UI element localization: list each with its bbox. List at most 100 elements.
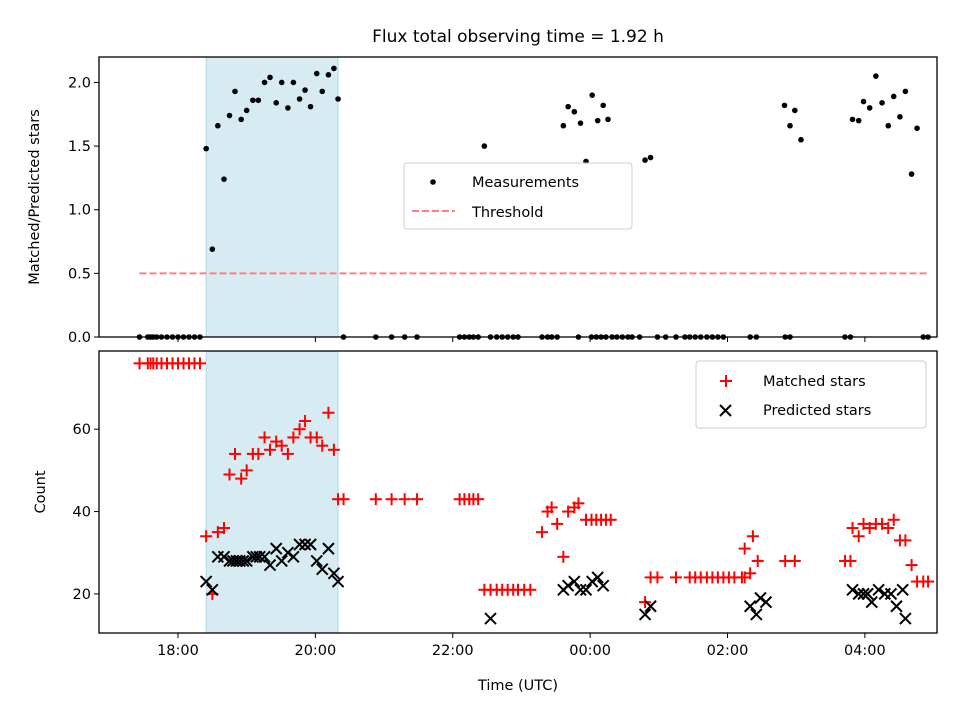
matched-star-point <box>287 431 300 444</box>
matched-star-point <box>310 431 323 444</box>
y-tick-label: 0.5 <box>68 266 91 282</box>
x-stroke-b <box>861 587 874 601</box>
matched-star-point <box>369 493 382 506</box>
y-axis-ticks: 20 40 60 <box>73 422 99 603</box>
legend: Matched stars Predicted stars <box>695 360 927 429</box>
predicted-star-point <box>258 550 271 564</box>
x-stroke-b <box>293 538 306 551</box>
predicted-star-point <box>322 542 335 555</box>
matched-star-point <box>844 554 857 567</box>
measurement-point <box>860 98 867 105</box>
measurement-point <box>238 116 244 123</box>
measurement-point <box>209 246 216 252</box>
matched-star-point <box>876 517 889 530</box>
matched-star-point <box>200 530 213 543</box>
matched-star-point <box>299 414 312 427</box>
predicted-star-point <box>861 587 874 601</box>
x-tick-label: 04:00 <box>844 643 886 659</box>
measurement-point <box>647 154 654 161</box>
predicted-star-point <box>759 595 773 609</box>
shaded-interval <box>205 56 339 338</box>
plot-frame <box>98 350 938 634</box>
x-stroke-b <box>890 600 903 613</box>
matched-star-point <box>562 505 575 518</box>
measurement-point <box>215 122 221 129</box>
matched-star-point <box>229 447 242 460</box>
x-tick-label: 02:00 <box>707 643 749 659</box>
matched-star-point <box>293 423 306 436</box>
x-stroke-b <box>644 600 657 613</box>
predicted-star-point <box>743 600 757 613</box>
x-stroke-b <box>574 583 587 596</box>
measurement-point <box>331 65 337 72</box>
predicted-star-point <box>298 538 312 551</box>
matched-star-point <box>275 439 288 452</box>
x-stroke-b <box>852 587 865 601</box>
matched-star-point <box>857 517 870 530</box>
measurement-point <box>897 114 903 120</box>
count-marks <box>133 357 935 625</box>
predicted-star-point <box>275 554 288 568</box>
predicted-star-point <box>872 583 885 596</box>
predicted-star-point <box>327 567 341 580</box>
measurement-point <box>879 100 885 106</box>
x-stroke-b <box>316 562 329 576</box>
measurement-point <box>798 136 804 143</box>
predicted-star-point <box>270 542 283 555</box>
predicted-star-point <box>579 583 593 596</box>
x-stroke-b <box>846 583 859 596</box>
x-stroke-b <box>865 595 878 609</box>
predicted-star-point <box>240 554 253 568</box>
predicted-star-point <box>750 608 763 621</box>
matched-star-point <box>281 447 294 460</box>
measurement-point <box>261 79 268 86</box>
predicted-star-point <box>484 612 497 625</box>
x-stroke-b <box>322 542 335 555</box>
matched-star-point <box>751 554 764 567</box>
measurement-point <box>855 117 862 124</box>
x-stroke-b <box>561 579 575 592</box>
x-stroke-b <box>591 571 604 584</box>
x-stroke-b <box>258 550 271 564</box>
predicted-star-point <box>310 554 323 568</box>
chart-title: Flux total observing time = 1.92 h <box>372 27 664 47</box>
measurement-point <box>325 72 332 78</box>
matched-star-point <box>922 575 935 588</box>
x-stroke-b <box>579 583 593 596</box>
x-stroke-b <box>298 538 312 551</box>
matched-star-point <box>385 493 398 506</box>
predicted-star-point <box>865 595 878 609</box>
x-tick-label: 18:00 <box>157 643 199 659</box>
measurement-point <box>600 102 606 109</box>
measurement-point <box>203 145 209 152</box>
predicted-star-point <box>644 600 657 613</box>
predicted-star-point <box>896 583 909 596</box>
predicted-star-point <box>304 538 317 551</box>
predicted-star-point <box>899 612 912 625</box>
x-tick-label: 22:00 <box>432 643 474 659</box>
predicted-star-point <box>263 558 277 572</box>
legend-label-threshold: Threshold <box>471 205 543 221</box>
predicted-star-point <box>890 600 903 613</box>
y-axis-label: Count <box>33 470 49 513</box>
legend-dot-icon <box>430 179 436 185</box>
x-stroke-b <box>750 608 763 621</box>
ratio-panel: Flux total observing time = 1.92 h 0.00.… <box>27 27 938 346</box>
matched-star-point <box>572 497 585 510</box>
matched-star-point <box>235 472 248 485</box>
measurement-point <box>890 93 897 100</box>
matched-star-point <box>258 431 271 444</box>
matched-star-point <box>264 443 277 456</box>
predicted-star-point <box>574 583 587 596</box>
matched-star-point <box>738 542 751 555</box>
measurement-point <box>589 92 595 98</box>
matched-star-point <box>887 513 900 526</box>
predicted-star-point <box>199 575 213 588</box>
x-stroke-b <box>743 600 757 613</box>
predicted-star-point <box>316 562 329 576</box>
matched-star-point <box>846 522 859 535</box>
measurement-point <box>565 103 571 110</box>
matched-star-point <box>545 501 558 514</box>
matched-star-point <box>252 447 265 460</box>
legend: Measurements Threshold <box>403 162 633 230</box>
